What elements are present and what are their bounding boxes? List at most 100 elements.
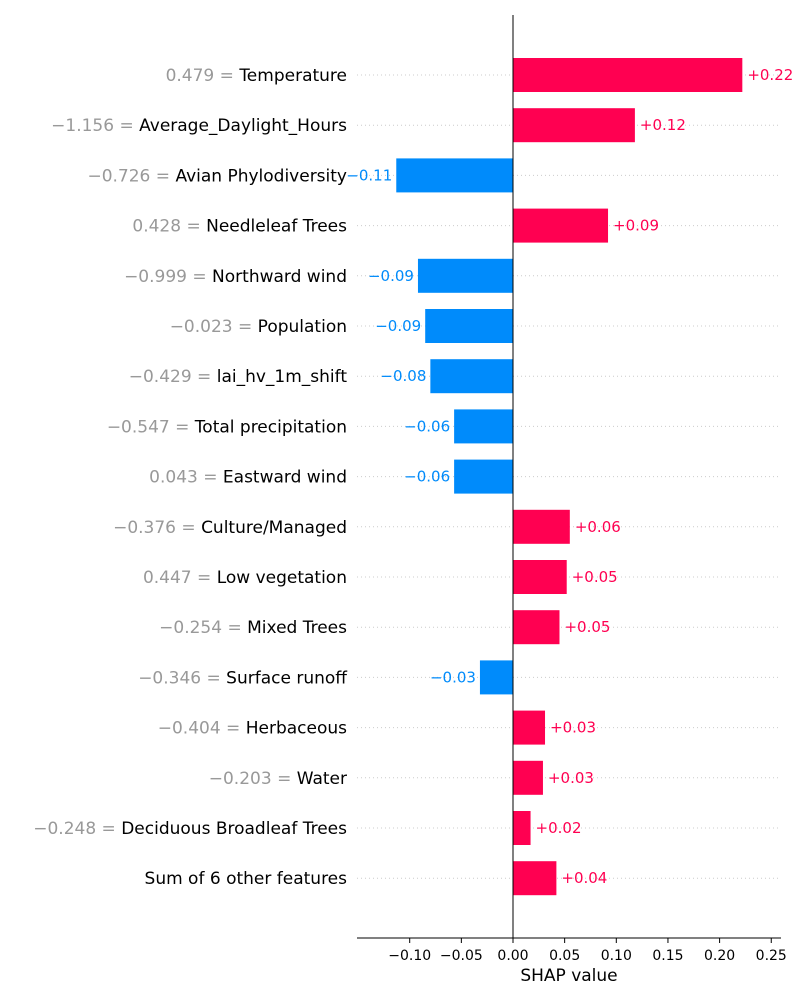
- equals-sign: =: [150, 166, 175, 186]
- bar-value-label: +0.05: [572, 568, 618, 586]
- equals-sign: =: [187, 267, 212, 287]
- bar-value-label: +0.03: [550, 719, 596, 737]
- bar-value-label: +0.06: [575, 518, 621, 536]
- feature-name: Average_Daylight_Hours: [139, 116, 347, 136]
- bars-group: [396, 58, 743, 896]
- x-tick-label: 0.15: [652, 948, 683, 964]
- feature-value: −0.404: [158, 719, 221, 739]
- feature-value: −0.248: [33, 819, 96, 839]
- feature-label: −0.999 = Northward wind: [124, 267, 347, 287]
- x-tick-label: −0.10: [388, 948, 431, 964]
- shap-bar: [513, 560, 567, 594]
- feature-label: 0.447 = Low vegetation: [143, 568, 347, 588]
- shap-bar: [513, 509, 570, 544]
- x-tick-label: 0.10: [601, 948, 632, 964]
- shap-bar: [513, 760, 543, 795]
- feature-value: −0.726: [87, 166, 150, 186]
- equals-sign: =: [170, 417, 195, 437]
- equals-sign: =: [176, 518, 201, 538]
- feature-name: Water: [297, 769, 347, 789]
- shap-bar: [513, 208, 609, 243]
- feature-label: 0.428 = Needleleaf Trees: [132, 217, 347, 237]
- feature-name: Needleleaf Trees: [206, 217, 347, 237]
- feature-value: −0.999: [124, 267, 187, 287]
- feature-name: Temperature: [238, 66, 347, 86]
- feature-name: Surface runoff: [226, 668, 348, 688]
- feature-value: −0.254: [159, 618, 222, 638]
- equals-sign: =: [214, 66, 239, 86]
- feature-label: −0.346 = Surface runoff: [138, 668, 348, 688]
- equals-sign: =: [96, 819, 121, 839]
- bar-value-labels: +0.22 +0.12 −0.11 +0.09 −0.09 −0.09 −0.08 −0.06…: [346, 66, 793, 887]
- feature-label: −0.248 = Deciduous Broadleaf Trees: [33, 819, 347, 839]
- feature-name: Eastward wind: [223, 468, 347, 488]
- feature-label: −0.547 = Total precipitation: [107, 417, 347, 437]
- bar-value-label: −0.09: [375, 317, 421, 335]
- feature-name: Deciduous Broadleaf Trees: [121, 819, 347, 839]
- bar-value-label: −0.09: [368, 267, 414, 285]
- x-axis: −0.10 −0.05 0.00 0.05 0.10 0.15 0.20 0.25: [357, 937, 787, 964]
- equals-sign: =: [221, 719, 246, 739]
- shap-bar: [425, 309, 513, 343]
- equals-sign: =: [181, 217, 206, 237]
- feature-value: −0.376: [113, 518, 176, 538]
- shap-bar: [454, 459, 513, 494]
- equals-sign: =: [233, 317, 258, 337]
- shap-bar: [513, 861, 557, 896]
- feature-name: Total precipitation: [194, 417, 347, 437]
- bar-value-label: −0.06: [404, 468, 450, 486]
- bar-value-label: −0.06: [404, 417, 450, 435]
- bar-value-label: +0.05: [564, 618, 610, 636]
- feature-label: 0.479 = Temperature: [166, 66, 347, 86]
- feature-label: −0.376 = Culture/Managed: [113, 518, 347, 538]
- feature-label: −1.156 = Average_Daylight_Hours: [51, 116, 347, 136]
- feature-value: 0.043: [149, 468, 198, 488]
- x-axis-title: SHAP value: [520, 966, 617, 986]
- shap-bar: [430, 359, 513, 394]
- feature-name: Mixed Trees: [247, 618, 347, 638]
- bar-value-label: +0.03: [548, 769, 594, 787]
- equals-sign: =: [192, 367, 217, 387]
- shap-bar: [396, 158, 513, 193]
- x-tick-label: −0.05: [440, 948, 483, 964]
- shap-bar: [513, 108, 635, 143]
- feature-name: Avian Phylodiversity: [175, 166, 347, 186]
- bar-value-label: +0.09: [613, 217, 659, 235]
- feature-label: Sum of 6 other features: [145, 869, 348, 889]
- shap-bar: [513, 58, 743, 92]
- x-tick-label: 0.00: [497, 948, 528, 964]
- shap-bar: [454, 409, 513, 444]
- feature-value: −0.429: [129, 367, 192, 387]
- feature-label: −0.254 = Mixed Trees: [159, 618, 347, 638]
- feature-value: −0.547: [107, 417, 170, 437]
- feature-name: Low vegetation: [217, 568, 347, 588]
- shap-bar: [513, 811, 531, 845]
- feature-value: −1.156: [51, 116, 114, 136]
- feature-value: 0.479: [166, 66, 215, 86]
- x-tick-label: 0.20: [704, 948, 735, 964]
- feature-name: Sum of 6 other features: [145, 869, 348, 889]
- shap-bar: [513, 610, 560, 645]
- feature-value: −0.023: [170, 317, 233, 337]
- feature-name: Culture/Managed: [201, 518, 347, 538]
- feature-name: Northward wind: [212, 267, 347, 287]
- feature-name: Herbaceous: [246, 719, 347, 739]
- equals-sign: =: [272, 769, 297, 789]
- equals-sign: =: [201, 668, 226, 688]
- feature-value: −0.203: [209, 769, 272, 789]
- feature-label: −0.203 = Water: [209, 769, 347, 789]
- bar-value-label: −0.11: [346, 166, 392, 184]
- feature-value: 0.428: [132, 217, 181, 237]
- bar-value-label: +0.22: [747, 66, 793, 84]
- bar-value-label: +0.12: [640, 116, 686, 134]
- equals-sign: =: [222, 618, 247, 638]
- feature-label: −0.404 = Herbaceous: [158, 719, 347, 739]
- x-tick-label: 0.05: [549, 948, 580, 964]
- feature-label: −0.023 = Population: [170, 317, 347, 337]
- bar-value-label: −0.08: [380, 367, 426, 385]
- feature-label: −0.429 = lai_hv_1m_shift: [129, 367, 348, 387]
- shap-bar: [417, 258, 513, 293]
- feature-value: −0.346: [138, 668, 201, 688]
- feature-value: 0.447: [143, 568, 192, 588]
